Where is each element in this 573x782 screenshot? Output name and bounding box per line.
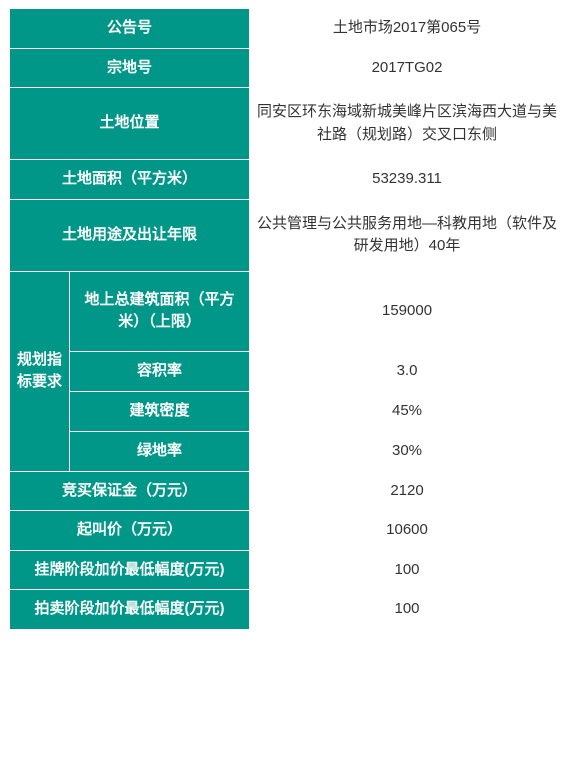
value-usage: 公共管理与公共服务用地—科教用地（软件及研发用地）40年 — [250, 199, 565, 271]
label-area: 土地面积（平方米） — [10, 160, 250, 200]
table-row: 土地位置 同安区环东海域新城美峰片区滨海西大道与美社路（规划路）交叉口东侧 — [10, 88, 565, 160]
table-row: 公告号 土地市场2017第065号 — [10, 9, 565, 49]
table-row: 建筑密度 45% — [10, 391, 565, 431]
label-listing-increment: 挂牌阶段加价最低幅度(万元) — [10, 550, 250, 590]
value-listing-increment: 100 — [250, 550, 565, 590]
value-green-ratio: 30% — [250, 431, 565, 471]
value-deposit: 2120 — [250, 471, 565, 511]
label-location: 土地位置 — [10, 88, 250, 160]
land-info-table-container: 公告号 土地市场2017第065号 宗地号 2017TG02 土地位置 同安区环… — [9, 8, 564, 630]
table-row: 容积率 3.0 — [10, 351, 565, 391]
label-plot-ratio: 容积率 — [70, 351, 250, 391]
value-parcel-no: 2017TG02 — [250, 48, 565, 88]
table-row: 竞买保证金（万元） 2120 — [10, 471, 565, 511]
value-announcement-no: 土地市场2017第065号 — [250, 9, 565, 49]
label-parcel-no: 宗地号 — [10, 48, 250, 88]
value-building-area: 159000 — [250, 271, 565, 351]
label-announcement-no: 公告号 — [10, 9, 250, 49]
label-usage: 土地用途及出让年限 — [10, 199, 250, 271]
value-start-price: 10600 — [250, 511, 565, 551]
value-building-density: 45% — [250, 391, 565, 431]
label-building-density: 建筑密度 — [70, 391, 250, 431]
label-building-area: 地上总建筑面积（平方米）（上限） — [70, 271, 250, 351]
table-row: 土地面积（平方米） 53239.311 — [10, 160, 565, 200]
label-deposit: 竞买保证金（万元） — [10, 471, 250, 511]
value-plot-ratio: 3.0 — [250, 351, 565, 391]
land-info-table: 公告号 土地市场2017第065号 宗地号 2017TG02 土地位置 同安区环… — [9, 8, 565, 630]
label-area-text: 土地面积（平方米） — [62, 170, 197, 187]
label-start-price: 起叫价（万元） — [10, 511, 250, 551]
value-auction-increment: 100 — [250, 590, 565, 630]
table-row: 起叫价（万元） 10600 — [10, 511, 565, 551]
table-row: 拍卖阶段加价最低幅度(万元) 100 — [10, 590, 565, 630]
label-auction-increment: 拍卖阶段加价最低幅度(万元) — [10, 590, 250, 630]
value-area: 53239.311 — [250, 160, 565, 200]
table-row: 宗地号 2017TG02 — [10, 48, 565, 88]
table-row: 挂牌阶段加价最低幅度(万元) 100 — [10, 550, 565, 590]
table-row: 规划指标要求 地上总建筑面积（平方米）（上限） 159000 — [10, 271, 565, 351]
table-row: 土地用途及出让年限 公共管理与公共服务用地—科教用地（软件及研发用地）40年 — [10, 199, 565, 271]
table-row: 绿地率 30% — [10, 431, 565, 471]
label-green-ratio: 绿地率 — [70, 431, 250, 471]
label-planning-group: 规划指标要求 — [10, 271, 70, 471]
value-location: 同安区环东海域新城美峰片区滨海西大道与美社路（规划路）交叉口东侧 — [250, 88, 565, 160]
